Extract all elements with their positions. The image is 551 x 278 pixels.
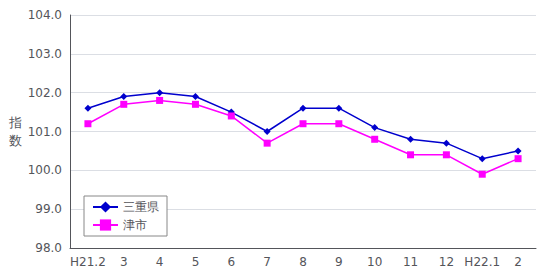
- svg-text:12: 12: [439, 255, 454, 269]
- svg-text:6: 6: [227, 255, 235, 269]
- svg-text:三重県: 三重県: [123, 200, 159, 214]
- svg-text:4: 4: [156, 255, 164, 269]
- svg-text:8: 8: [299, 255, 307, 269]
- svg-text:H21.2: H21.2: [70, 255, 106, 269]
- svg-text:11: 11: [403, 255, 418, 269]
- svg-text:2: 2: [514, 255, 522, 269]
- svg-text:103.0: 103.0: [28, 47, 62, 61]
- svg-text:津市: 津市: [123, 218, 147, 232]
- svg-text:H22.1: H22.1: [464, 255, 500, 269]
- svg-text:102.0: 102.0: [28, 86, 62, 100]
- svg-text:9: 9: [335, 255, 343, 269]
- svg-text:100.0: 100.0: [28, 163, 62, 177]
- svg-text:3: 3: [120, 255, 128, 269]
- svg-text:数: 数: [9, 133, 22, 148]
- svg-text:7: 7: [263, 255, 271, 269]
- svg-text:101.0: 101.0: [28, 125, 62, 139]
- svg-text:104.0: 104.0: [28, 8, 62, 22]
- svg-text:99.0: 99.0: [35, 202, 62, 216]
- svg-text:98.0: 98.0: [35, 241, 62, 255]
- svg-text:10: 10: [367, 255, 382, 269]
- svg-text:5: 5: [192, 255, 200, 269]
- svg-text:指: 指: [8, 115, 22, 130]
